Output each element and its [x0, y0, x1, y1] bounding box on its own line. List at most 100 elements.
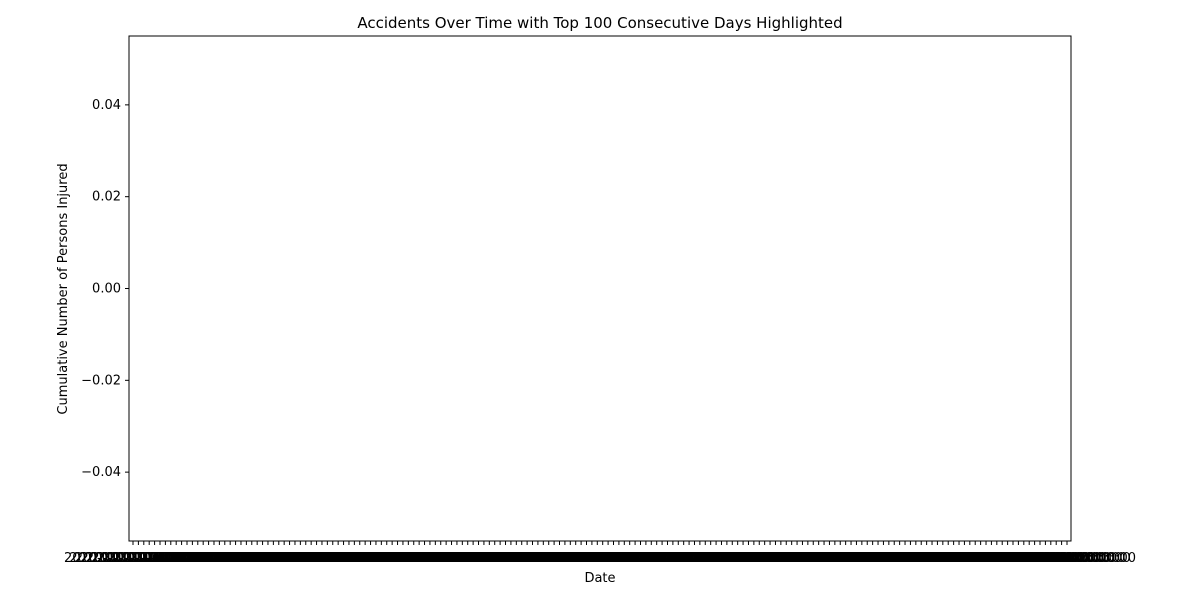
x-tick-label: 2020-01-01 00:00:00: [86, 551, 224, 566]
x-tick-label: 2020-01-01 00:00:00: [204, 551, 342, 566]
x-tick-label: 2020-01-01 00:00:00: [922, 551, 1060, 566]
x-tick-label: 2020-01-01 00:00:00: [836, 551, 974, 566]
x-tick-label: 2020-01-01 00:00:00: [329, 551, 467, 566]
x-tick-label: 2020-01-01 00:00:00: [177, 551, 315, 566]
x-tick-label: 2020-01-01 00:00:00: [409, 551, 547, 566]
x-tick-label: 2020-01-01 00:00:00: [890, 551, 1028, 566]
x-tick-label: 2020-01-01 00:00:00: [123, 551, 261, 566]
x-tick-label: 2020-01-01 00:00:00: [912, 551, 1050, 566]
x-tick-label: 2020-01-01 00:00:00: [669, 551, 807, 566]
x-tick-label: 2020-01-01 00:00:00: [782, 551, 920, 566]
x-tick-label: 2020-01-01 00:00:00: [852, 551, 990, 566]
x-tick-label: 2020-01-01 00:00:00: [458, 551, 596, 566]
x-tick-label: 2020-01-01 00:00:00: [642, 551, 780, 566]
y-tick-label: 0.04: [92, 98, 121, 113]
x-tick-label: 2020-01-01 00:00:00: [858, 551, 996, 566]
x-tick-label: 2020-01-01 00:00:00: [982, 551, 1120, 566]
x-tick-label: 2020-01-01 00:00:00: [777, 551, 915, 566]
x-tick-label: 2020-01-01 00:00:00: [318, 551, 456, 566]
y-tick-label: −0.02: [81, 373, 121, 388]
x-tick-label: 2020-01-01 00:00:00: [118, 551, 256, 566]
x-tick-label: 2020-01-01 00:00:00: [463, 551, 601, 566]
x-tick-label: 2020-01-01 00:00:00: [771, 551, 909, 566]
x-tick-label: 2020-01-01 00:00:00: [80, 551, 218, 566]
x-tick-label: 2020-01-01 00:00:00: [723, 551, 861, 566]
x-tick-label: 2020-01-01 00:00:00: [242, 551, 380, 566]
y-axis-ticks: 0.04 0.02 0.00 −0.02 −0.04: [81, 98, 129, 480]
x-tick-label: 2020-01-01 00:00:00: [906, 551, 1044, 566]
x-tick-label: 2020-01-01 00:00:00: [798, 551, 936, 566]
x-tick-label: 2020-01-01 00:00:00: [167, 551, 305, 566]
x-tick-label: 2020-01-01 00:00:00: [496, 551, 634, 566]
x-tick-label: 2020-01-01 00:00:00: [188, 551, 326, 566]
x-tick-label: 2020-01-01 00:00:00: [237, 551, 375, 566]
x-tick-label: 2020-01-01 00:00:00: [987, 551, 1125, 566]
x-tick-label: 2020-01-01 00:00:00: [221, 551, 359, 566]
x-tick-label: 2020-01-01 00:00:00: [809, 551, 947, 566]
x-tick-label: 2020-01-01 00:00:00: [150, 551, 288, 566]
x-tick-label: 2020-01-01 00:00:00: [993, 551, 1131, 566]
x-tick-label: 2020-01-01 00:00:00: [275, 551, 413, 566]
x-tick-label: 2020-01-01 00:00:00: [728, 551, 866, 566]
x-tick-label: 2020-01-01 00:00:00: [804, 551, 942, 566]
x-tick-label: 2020-01-01 00:00:00: [485, 551, 623, 566]
x-tick-label: 2020-01-01 00:00:00: [744, 551, 882, 566]
x-tick-label: 2020-01-01 00:00:00: [593, 551, 731, 566]
x-tick-label: 2020-01-01 00:00:00: [755, 551, 893, 566]
x-tick-label: 2020-01-01 00:00:00: [366, 551, 504, 566]
x-tick-label: 2020-01-01 00:00:00: [361, 551, 499, 566]
x-tick-label: 2020-01-01 00:00:00: [156, 551, 294, 566]
x-tick-label: 2020-01-01 00:00:00: [453, 551, 591, 566]
x-tick-label: 2020-01-01 00:00:00: [949, 551, 1087, 566]
x-tick-label: 2020-01-01 00:00:00: [372, 551, 510, 566]
x-tick-label: 2020-01-01 00:00:00: [998, 551, 1136, 566]
x-tick-label: 2020-01-01 00:00:00: [955, 551, 1093, 566]
x-tick-label: 2020-01-01 00:00:00: [377, 551, 515, 566]
x-tick-label: 2020-01-01 00:00:00: [588, 551, 726, 566]
x-tick-label: 2020-01-01 00:00:00: [339, 551, 477, 566]
y-tick-label: 0.00: [92, 282, 121, 297]
x-tick-label: 2020-01-01 00:00:00: [210, 551, 348, 566]
x-tick-label: 2020-01-01 00:00:00: [226, 551, 364, 566]
x-tick-label: 2020-01-01 00:00:00: [685, 551, 823, 566]
x-tick-label: 2020-01-01 00:00:00: [140, 551, 278, 566]
x-tick-label: 2020-01-01 00:00:00: [507, 551, 645, 566]
x-tick-label: 2020-01-01 00:00:00: [696, 551, 834, 566]
x-tick-label: 2020-01-01 00:00:00: [636, 551, 774, 566]
x-tick-label: 2020-01-01 00:00:00: [134, 551, 272, 566]
x-tick-label: 2020-01-01 00:00:00: [426, 551, 564, 566]
x-tick-label: 2020-01-01 00:00:00: [350, 551, 488, 566]
x-tick-label: 2020-01-01 00:00:00: [598, 551, 736, 566]
x-tick-label: 2020-01-01 00:00:00: [820, 551, 958, 566]
y-tick-label: 0.02: [92, 190, 121, 205]
x-tick-label: 2020-01-01 00:00:00: [555, 551, 693, 566]
x-tick-label: 2020-01-01 00:00:00: [674, 551, 812, 566]
x-tick-label: 2020-01-01 00:00:00: [706, 551, 844, 566]
x-tick-label: 2020-01-01 00:00:00: [976, 551, 1114, 566]
chart-title: Accidents Over Time with Top 100 Consecu…: [357, 14, 842, 32]
x-tick-label: 2020-01-01 00:00:00: [847, 551, 985, 566]
x-tick-label: 2020-01-01 00:00:00: [388, 551, 526, 566]
x-tick-label: 2020-01-01 00:00:00: [399, 551, 537, 566]
x-tick-label: 2020-01-01 00:00:00: [517, 551, 655, 566]
x-tick-label: 2020-01-01 00:00:00: [944, 551, 1082, 566]
x-tick-label: 2020-01-01 00:00:00: [647, 551, 785, 566]
x-tick-label: 2020-01-01 00:00:00: [194, 551, 332, 566]
x-tick-label: 2020-01-01 00:00:00: [512, 551, 650, 566]
x-tick-label: 2020-01-01 00:00:00: [566, 551, 704, 566]
plot-area: [128, 35, 1072, 542]
x-tick-label: 2020-01-01 00:00:00: [631, 551, 769, 566]
x-tick-label: 2020-01-01 00:00:00: [64, 551, 202, 566]
x-tick-label: 2020-01-01 00:00:00: [868, 551, 1006, 566]
x-tick-label: 2020-01-01 00:00:00: [355, 551, 493, 566]
x-tick-label: 2020-01-01 00:00:00: [814, 551, 952, 566]
y-tick-label: −0.04: [81, 465, 121, 480]
x-tick-label: 2020-01-01 00:00:00: [539, 551, 677, 566]
x-tick-label: 2020-01-01 00:00:00: [895, 551, 1033, 566]
x-tick-label: 2020-01-01 00:00:00: [431, 551, 569, 566]
x-tick-label: 2020-01-01 00:00:00: [145, 551, 283, 566]
x-tick-label: 2020-01-01 00:00:00: [307, 551, 445, 566]
x-tick-label: 2020-01-01 00:00:00: [712, 551, 850, 566]
y-axis-label: Cumulative Number of Persons Injured: [56, 163, 71, 414]
